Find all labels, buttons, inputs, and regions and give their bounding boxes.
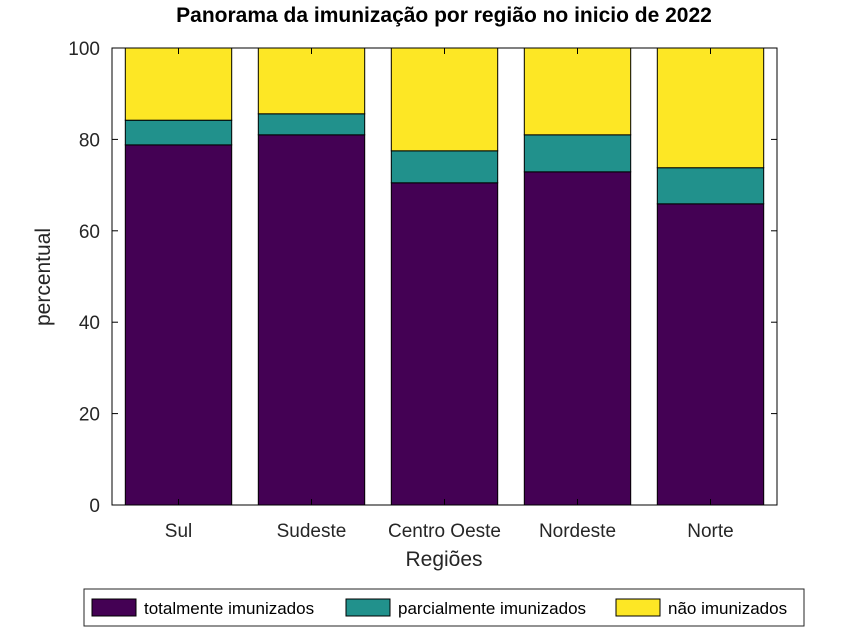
bar-norte-series-2 [656,167,765,205]
x-tick-label: Centro Oeste [388,521,501,542]
x-axis-label: Regiões [405,548,482,571]
legend-swatch [615,598,661,617]
bar-norte-series-1 [656,203,765,506]
legend-label: parcialmente imunizados [398,599,586,618]
y-tick-label: 80 [79,130,100,151]
bar-centro-oeste-series-1 [390,182,499,506]
legend-swatch [91,598,137,617]
bar-centro-oeste-series-2 [390,150,499,184]
x-tick-label: Sul [165,521,192,542]
bar-sudeste-series-2 [257,113,366,136]
bar-sudeste-series-3 [257,47,366,115]
bar-sul-series-1 [124,144,233,506]
y-tick-label: 0 [89,496,100,517]
bar-nordeste-series-1 [523,171,632,506]
bars-layer [124,47,765,506]
x-tick-label: Sudeste [277,521,347,542]
y-tick-label: 60 [79,222,100,243]
legend-items: totalmente imunizados parcialmente imuniz… [91,598,787,618]
legend-box [83,588,805,627]
y-axis: 0 20 40 60 80 100 [68,39,777,517]
bar-nordeste-series-2 [523,134,632,173]
y-tick-label: 100 [68,39,100,60]
legend-label: não imunizados [668,599,787,618]
x-tick-label: Nordeste [539,521,616,542]
legend-swatch [345,598,391,617]
x-axis: Sul Sudeste Centro Oeste Nordeste Norte [165,48,734,542]
bar-norte-series-3 [656,47,765,169]
bar-sul-series-2 [124,119,233,146]
bar-centro-oeste-series-3 [390,47,499,152]
bar-nordeste-series-3 [523,47,632,136]
y-tick-label: 20 [79,405,100,426]
bar-sudeste-series-1 [257,134,366,506]
x-tick-label: Norte [687,521,733,542]
bar-sul-series-3 [124,47,233,121]
legend: totalmente imunizados parcialmente imuniz… [83,588,805,627]
y-axis-label: percentual [32,228,55,326]
legend-label: totalmente imunizados [144,599,314,618]
chart-title: Panorama da imunização por região no ini… [176,4,712,27]
y-tick-label: 40 [79,313,100,334]
